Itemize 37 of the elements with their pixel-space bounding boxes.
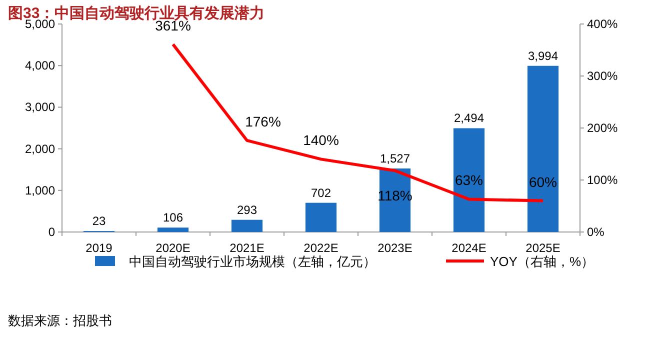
- bar: [305, 202, 337, 232]
- bar: [231, 220, 263, 232]
- x-tick-label: 2023E: [378, 241, 412, 255]
- y-tick-label: 4,000: [24, 58, 56, 73]
- data-label: 3,994: [528, 48, 558, 63]
- data-label: 63%: [454, 172, 484, 188]
- y-tick-label: 3,000: [24, 100, 56, 114]
- data-label: 1,527: [380, 151, 410, 166]
- y-tick-label: 5,000: [24, 17, 56, 31]
- bar: [527, 66, 559, 232]
- y2-tick-label: 100%: [587, 173, 618, 187]
- x-tick-label: 2021E: [230, 241, 264, 255]
- data-label: 2,494: [454, 111, 484, 126]
- y2-tick-label: 300%: [587, 69, 618, 83]
- data-label: 140%: [303, 132, 339, 148]
- data-label: 23: [92, 214, 106, 228]
- x-tick-label: 2020E: [156, 241, 190, 255]
- x-tick-label: 2022E: [304, 241, 338, 255]
- data-label: 702: [310, 186, 332, 200]
- bar: [157, 228, 189, 232]
- x-tick-label: 2025E: [526, 241, 560, 255]
- legend-label: 中国自动驾驶行业市场规模（左轴，亿元）: [129, 254, 376, 269]
- data-label: 293: [236, 202, 258, 217]
- y-tick-label: 0: [48, 225, 56, 239]
- y2-tick-label: 200%: [587, 121, 618, 135]
- y-tick-label: 1,000: [24, 183, 56, 198]
- data-label: 106: [162, 210, 184, 225]
- x-tick-label: 2024E: [452, 241, 486, 255]
- y2-tick-label: 400%: [587, 17, 618, 31]
- data-label: 60%: [528, 174, 558, 190]
- y-tick-label: 2,000: [24, 142, 56, 156]
- y2-tick-label: 0%: [587, 225, 605, 239]
- bar: [453, 128, 485, 232]
- source-note: 数据来源：招股书: [8, 313, 112, 328]
- x-tick-label: 2019: [86, 241, 113, 255]
- data-label: 176%: [245, 113, 281, 130]
- legend-label: YOY（右轴，%）: [490, 254, 594, 269]
